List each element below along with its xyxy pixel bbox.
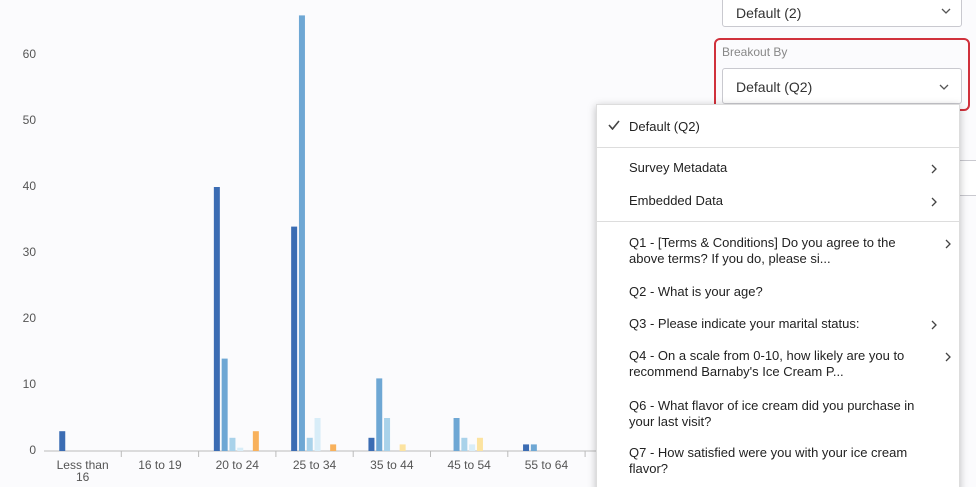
y-tick-label: 0 <box>29 443 36 457</box>
bar <box>461 437 468 451</box>
bar <box>376 378 383 451</box>
bar <box>453 418 460 451</box>
menu-text: Embedded Data <box>629 193 723 208</box>
dropdown-menu: Default (Q2) Survey Metadata Embedded Da… <box>596 104 960 487</box>
x-tick-label: 45 to 54 <box>447 458 491 472</box>
separator <box>597 221 959 222</box>
menu-item[interactable]: Q3 - Please indicate your marital status… <box>629 316 945 332</box>
chevron <box>931 320 937 330</box>
select-text: Default (2) <box>736 5 802 21</box>
y-tick-label: 10 <box>23 377 37 391</box>
x-tick-label: 25 to 34 <box>292 458 337 472</box>
menu-item[interactable]: Q2 - What is your age? <box>629 284 763 299</box>
bar <box>298 15 305 452</box>
bar <box>523 444 530 451</box>
menu-item[interactable]: Q4 - On a scale from 0-10, how likely ar… <box>629 348 951 380</box>
menu-text: Survey Metadata <box>629 160 728 175</box>
chevron <box>945 352 951 362</box>
menu-text: Q3 - Please indicate your marital status… <box>629 316 860 331</box>
bar <box>399 444 406 451</box>
menu-item[interactable]: Survey Metadata <box>629 160 945 176</box>
bar <box>469 444 476 451</box>
chevron <box>939 84 949 90</box>
x-tick-label: Less than 16 <box>56 458 109 484</box>
bar <box>306 437 313 451</box>
bar <box>237 447 244 451</box>
menu-text: Q4 - On a scale from 0-10, how likely ar… <box>629 348 905 379</box>
bar <box>476 437 483 451</box>
bar <box>229 437 236 451</box>
menu-text: Q1 - [Terms & Conditions] Do you agree t… <box>629 235 896 266</box>
bar <box>221 358 228 451</box>
y-tick-label: 50 <box>23 113 37 127</box>
top-select[interactable]: Default (2) <box>722 0 962 27</box>
x-tick-label: 16 to 19 <box>138 458 182 472</box>
bar <box>291 226 298 451</box>
menu-item[interactable]: Q7 - How satisfied were you with your ic… <box>629 445 908 476</box>
chevron <box>931 164 937 174</box>
y-tick-label: 40 <box>23 179 37 193</box>
chevron <box>945 239 951 249</box>
select-text: Default (Q2) <box>736 79 813 95</box>
bar <box>384 418 391 451</box>
bar <box>252 431 259 451</box>
bar <box>213 187 220 451</box>
breakout-select[interactable]: Default (Q2) <box>722 68 962 104</box>
x-tick-label: 20 to 24 <box>215 458 259 472</box>
menu-item[interactable]: Default (Q2) <box>629 119 700 134</box>
y-tick-label: 30 <box>23 245 37 259</box>
bar <box>59 431 66 451</box>
y-tick-label: 20 <box>23 311 37 325</box>
chevron <box>941 8 951 14</box>
chevron <box>931 197 937 207</box>
bar <box>330 444 337 451</box>
bar <box>530 444 537 451</box>
x-tick-label: 35 to 44 <box>370 458 414 472</box>
menu-item[interactable]: Q6 - What flavor of ice cream did you pu… <box>629 398 915 429</box>
separator <box>597 147 959 148</box>
x-tick-label: 55 to 64 <box>524 458 569 472</box>
bar <box>368 437 375 451</box>
check-icon <box>608 120 620 130</box>
breakout-label: Breakout By <box>722 45 788 59</box>
menu-item[interactable]: Embedded Data <box>629 193 945 209</box>
y-tick-label: 60 <box>23 47 37 61</box>
menu-item[interactable]: Q1 - [Terms & Conditions] Do you agree t… <box>629 235 951 267</box>
bar <box>314 418 321 451</box>
